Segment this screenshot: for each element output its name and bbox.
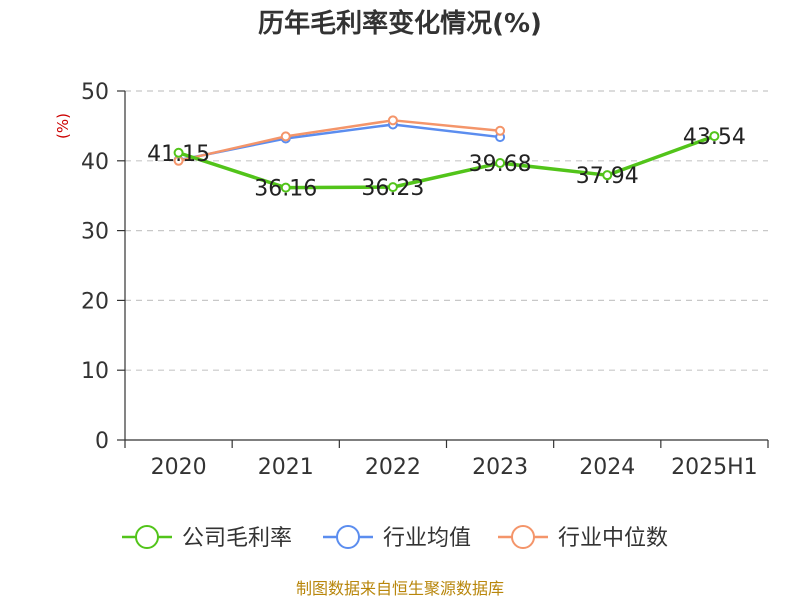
series-line [178,123,501,162]
data-label: 43.54 [683,125,746,150]
grid [125,90,768,371]
series-line [178,134,716,190]
data-label: 36.23 [361,176,424,201]
series [173,115,720,193]
source-note: 制图数据来自恒生聚源数据库 [296,579,504,598]
x-tick-label: 2023 [472,455,528,480]
y-tick-label: 0 [95,429,109,454]
legend-item: 行业均值 [323,525,471,551]
axes: 0 10 20 30 40 50 2020 2021 2022 2023 2024 2025H1 [81,80,769,480]
legend-marker [511,525,535,549]
legend-marker [336,525,360,549]
data-point [173,147,184,158]
legend-item: 行业中位数 [498,525,668,551]
series-line [178,119,501,163]
y-tick-label: 20 [81,289,109,314]
data-labels: 41.15 36.16 36.23 39.68 37.94 43.54 [147,125,746,202]
legend-label: 行业中位数 [558,526,668,551]
data-point [387,182,398,193]
legend-label: 行业均值 [383,526,471,551]
legend-item: 公司毛利率 [122,525,292,551]
data-point [280,131,291,142]
data-label: 39.68 [469,152,532,177]
data-label: 37.94 [576,164,639,189]
y-tick-label: 50 [81,80,109,105]
y-tick-label: 40 [81,150,109,175]
legend-label: 公司毛利率 [182,526,292,551]
y-tick-label: 30 [81,220,109,245]
data-point [280,182,291,193]
data-point [602,170,613,181]
x-tick-label: 2021 [258,455,314,480]
data-point [495,125,506,136]
data-point [709,131,720,142]
x-tick-label: 2022 [365,455,421,480]
y-tick-label: 10 [81,359,109,384]
chart-title: 历年毛利率变化情况(%) [258,8,542,39]
x-tick-label: 2025H1 [671,455,758,480]
y-axis-label: (%) [54,113,72,139]
data-point [495,158,506,169]
legend: 公司毛利率 行业均值 行业中位数 [122,525,668,551]
legend-marker [135,525,159,549]
x-tick-label: 2024 [579,455,635,480]
x-tick-label: 2020 [151,455,207,480]
data-label: 36.16 [254,177,317,202]
data-label: 41.15 [147,142,210,167]
data-point [387,115,398,126]
